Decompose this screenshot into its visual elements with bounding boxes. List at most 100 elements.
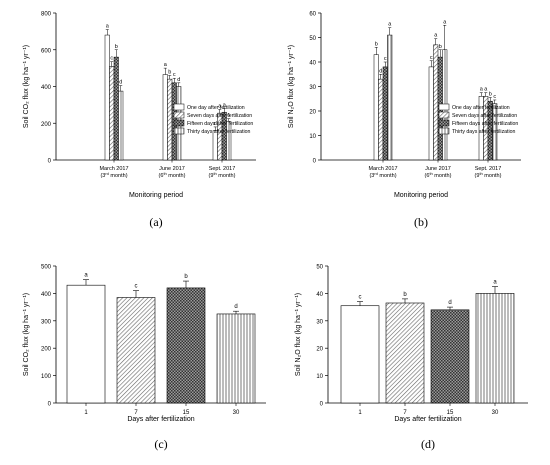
legend-label: One day after fertilization: [187, 105, 245, 111]
x-tick-label: March 2017: [99, 166, 128, 172]
significance-letter: d: [119, 80, 122, 86]
y-tick-label: 400: [41, 292, 52, 298]
significance-letter: a: [434, 33, 438, 39]
x-tick-label: 7: [134, 410, 138, 416]
y-tick-label: 10: [309, 134, 316, 140]
bar: [433, 44, 439, 161]
panel-c: 0 100 200 300 400 500 Soil CO₂ flux (kg ha⁻¹ y…: [23, 265, 266, 451]
y-tick-label: 50: [309, 36, 316, 42]
significance-letter: b: [115, 44, 118, 50]
x-tick-label: 7: [403, 410, 407, 416]
bar: [385, 302, 425, 404]
significance-letter: a: [164, 62, 168, 68]
x-tick-sublabel: (3rd month): [100, 171, 127, 179]
bar: [475, 293, 515, 404]
significance-letter: c: [430, 55, 433, 61]
significance-letter: a: [106, 24, 110, 30]
y-axis-label: Soil CO₂ flux (kg ha⁻¹ yr⁻¹): [23, 45, 30, 128]
legend-swatch: [173, 127, 185, 135]
panel-letter: (c): [154, 437, 167, 451]
y-axis-label: Soil CO₂ flux (kg ha⁻¹ yr⁻¹): [23, 293, 30, 376]
x-axis-label: Days after fertilization: [394, 416, 461, 423]
x-tick-sublabel: (6th month): [425, 171, 452, 179]
significance-letter: d: [234, 304, 237, 310]
y-tick-label: 60: [309, 12, 316, 18]
bar: [212, 130, 218, 161]
y-tick-label: 40: [316, 292, 323, 298]
significance-letter: a: [443, 19, 447, 25]
legend-label: Thirty days after fertilization: [187, 129, 251, 135]
bar: [113, 56, 119, 161]
bar: [109, 66, 115, 161]
legend-label: Thirty days after fertilization: [452, 129, 516, 135]
x-tick-label: Sept. 2017: [209, 166, 236, 172]
y-tick-label: 0: [48, 402, 52, 408]
panel-letter: (b): [414, 215, 428, 229]
legend-swatch: [438, 127, 450, 135]
significance-letter: c: [359, 295, 362, 301]
y-tick-label: 40: [309, 61, 316, 67]
legend-label: Fifteen days after fertilization: [452, 121, 518, 127]
significance-letter: d: [214, 121, 217, 127]
legend-swatch: [438, 119, 450, 127]
x-tick-sublabel: (6th month): [159, 171, 186, 179]
x-tick-label: June 2017: [159, 166, 185, 172]
panel-letter: (d): [421, 437, 435, 451]
significance-letter: b: [375, 41, 378, 47]
y-tick-label: 0: [313, 159, 317, 165]
x-axis-label: Monitoring period: [129, 192, 183, 199]
y-tick-label: 10: [316, 374, 323, 380]
x-tick-label: 1: [84, 410, 88, 416]
y-tick-label: 400: [41, 85, 52, 91]
significance-letter: b: [489, 92, 492, 98]
y-tick-label: 300: [41, 319, 52, 325]
significance-letter: a: [84, 273, 88, 279]
y-tick-label: 0: [48, 159, 52, 165]
legend-label: One day after fertilization: [452, 105, 510, 111]
x-tick-label: 15: [447, 410, 454, 416]
bar: [216, 313, 256, 404]
bar: [167, 78, 173, 161]
legend-swatch: [438, 111, 450, 119]
y-tick-label: 800: [41, 12, 52, 18]
legend-label: Seven days after fertilization: [452, 113, 517, 119]
significance-letter: d: [448, 300, 451, 306]
significance-letter: c: [227, 113, 230, 119]
significance-letter: b: [184, 274, 188, 280]
y-tick-label: 30: [316, 319, 323, 325]
x-tick-label: 1: [358, 410, 362, 416]
panel-letter: (a): [149, 215, 162, 229]
bar: [226, 121, 232, 161]
bar: [387, 34, 393, 161]
significance-letter: c: [173, 72, 176, 78]
x-tick-label: March 2017: [368, 166, 397, 172]
significance-letter: a: [484, 87, 488, 93]
bar: [382, 66, 388, 161]
legend-swatch: [173, 119, 185, 127]
bar: [166, 287, 206, 404]
panel-a: 0 200 400 600 800 Soil CO₂ flux (kg ha⁻¹ yr⁻¹…: [23, 12, 256, 229]
x-tick-sublabel: (3rd month): [369, 171, 396, 179]
y-tick-label: 200: [41, 347, 52, 353]
legend-swatch: [438, 103, 450, 111]
x-tick-label: 30: [233, 410, 240, 416]
panel-d: 0 10 20 30 40 50 Soil N₂O flux (kg ha⁻¹ yr⁻¹) D…: [295, 265, 528, 451]
legend-label: Fifteen days after fertilization: [187, 121, 253, 127]
panel-b: 0 10 20 30 40 50 60 Soil N₂O flux (kg ha⁻¹ yr⁻¹…: [288, 12, 521, 229]
significance-letter: b: [439, 44, 442, 50]
bar: [430, 309, 470, 404]
significance-letter: a: [480, 87, 484, 93]
bar: [162, 74, 168, 161]
bar: [340, 305, 380, 404]
bar: [378, 78, 384, 161]
x-tick-label: 30: [492, 410, 499, 416]
x-axis-label: Monitoring period: [394, 192, 448, 199]
x-tick-sublabel: (9th month): [475, 171, 502, 179]
y-tick-label: 200: [41, 122, 52, 128]
significance-letter: c: [384, 56, 387, 62]
significance-letter: a: [493, 280, 497, 286]
y-tick-label: 600: [41, 48, 52, 54]
significance-letter: d: [177, 77, 180, 83]
y-axis-label: Soil N₂O flux (kg ha⁻¹ yr⁻¹): [288, 45, 295, 128]
